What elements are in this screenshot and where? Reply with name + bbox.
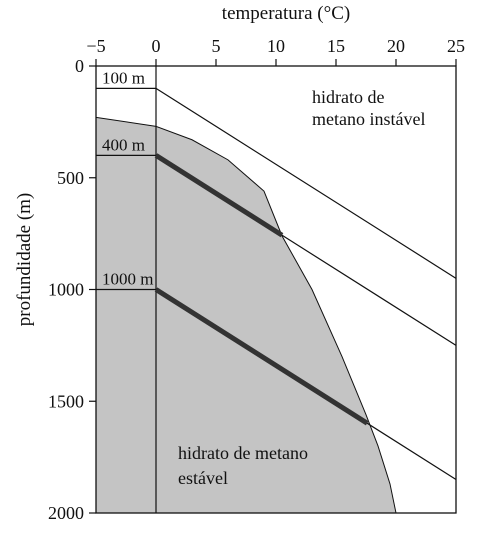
unstable-label-line1: hidrato de — [312, 87, 384, 107]
x-tick-label: 15 — [327, 36, 345, 56]
x-tick-label: 0 — [152, 36, 161, 56]
series-label-bg — [98, 136, 154, 154]
series-label: 1000 m — [102, 270, 153, 289]
series-100m: 100 m — [96, 68, 457, 279]
unstable-label-line2: metano instável — [312, 109, 425, 129]
y-tick-label: 1000 — [48, 280, 84, 300]
series-1000m: 1000 m — [96, 270, 457, 480]
series-label-bg — [98, 69, 154, 87]
series-stable-segment — [154, 287, 369, 426]
y-tick-label: 2000 — [48, 503, 84, 523]
x-tick-label: −5 — [86, 36, 105, 56]
series-400m: 400 m — [96, 135, 457, 346]
x-tick-label: 20 — [387, 36, 405, 56]
y-tick-label: 0 — [75, 56, 84, 76]
series-label: 400 m — [102, 135, 145, 154]
x-axis-label: temperatura (°C) — [222, 3, 350, 24]
y-tick-label: 500 — [57, 168, 84, 188]
stable-label-line2: estável — [178, 468, 228, 488]
series-stable-segment — [154, 153, 284, 238]
series-label-bg — [98, 270, 154, 288]
x-tick-label: 5 — [212, 36, 221, 56]
x-tick-label: 25 — [447, 36, 465, 56]
stable-label-line1: hidrato de metano — [178, 443, 308, 463]
x-tick-label: 10 — [267, 36, 285, 56]
stable-hydrate-region — [95, 116, 397, 514]
series-label: 100 m — [102, 68, 145, 87]
series-layer: 100 m 400 m 1000 m — [96, 68, 457, 480]
series-profile-line — [155, 87, 457, 279]
y-axis-label: profundidade (m) — [14, 193, 35, 326]
y-tick-label: 1500 — [48, 391, 84, 411]
